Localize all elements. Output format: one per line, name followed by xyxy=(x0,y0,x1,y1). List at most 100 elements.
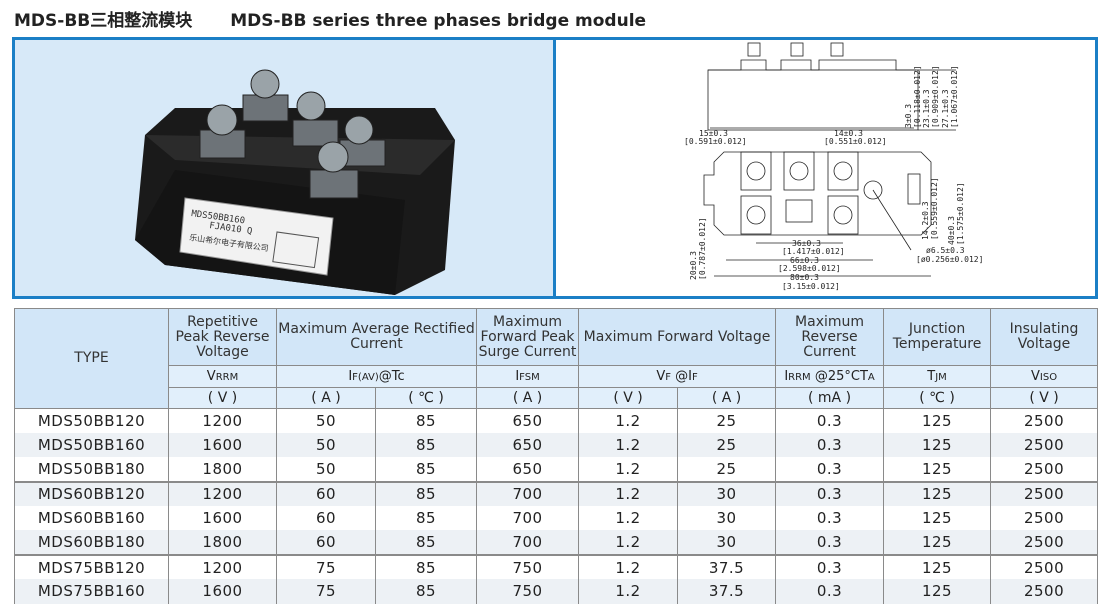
symbol-cell: IRRM @25°CTA xyxy=(775,365,885,388)
svg-text:[0.551±0.012]: [0.551±0.012] xyxy=(824,137,887,146)
svg-text:[3.15±0.012]: [3.15±0.012] xyxy=(782,282,840,291)
value-cell: 125 xyxy=(883,408,992,433)
table-row: MDS50BB180 1800 50 85 650 1.2 25 0.3 125 2500 xyxy=(14,457,1099,482)
svg-text:[0.591±0.012]: [0.591±0.012] xyxy=(684,137,747,146)
unit-cell: ( A ) xyxy=(476,387,580,409)
symbol-cell: VRRM xyxy=(168,365,277,388)
value-cell: 85 xyxy=(374,457,478,482)
page-title: MDS-BB三相整流模块 MDS-BB series three phases b… xyxy=(14,6,684,31)
value-cell: 0.3 xyxy=(775,553,885,580)
value-cell: 85 xyxy=(374,579,478,604)
svg-text:15±0.3: 15±0.3 xyxy=(699,129,728,138)
svg-text:[0.118±0.012]: [0.118±0.012] xyxy=(913,65,922,128)
svg-text:23.1±0.3: 23.1±0.3 xyxy=(922,89,931,128)
table-row: MDS60BB120 1200 60 85 700 1.2 30 0.3 125 2500 xyxy=(14,480,1099,507)
value-cell: 125 xyxy=(883,530,992,555)
value-cell: 1.2 xyxy=(578,530,679,555)
value-cell: 1800 xyxy=(168,457,277,482)
value-cell: 37.5 xyxy=(677,553,777,580)
header-vf: Maximum Forward Voltage xyxy=(578,308,777,366)
product-photo: MDS50BB160 FJA010 Q 乐山希尔电子有限公司 xyxy=(15,40,556,296)
value-cell: 1.2 xyxy=(578,506,679,531)
svg-text:3±0.3: 3±0.3 xyxy=(904,104,913,128)
value-cell: 125 xyxy=(883,506,992,531)
svg-text:[1.575±0.012]: [1.575±0.012] xyxy=(956,182,965,245)
unit-cell: ( ℃ ) xyxy=(883,387,992,409)
unit-cell: ( V ) xyxy=(990,387,1099,409)
value-cell: 1.2 xyxy=(578,457,679,482)
value-cell: 25 xyxy=(677,408,777,433)
unit-cell: ( A ) xyxy=(677,387,777,409)
value-cell: 1.2 xyxy=(578,408,679,433)
value-cell: 50 xyxy=(276,432,376,458)
value-cell: 85 xyxy=(374,553,478,580)
value-cell: 75 xyxy=(276,553,376,580)
svg-text:[1.067±0.012]: [1.067±0.012] xyxy=(950,65,959,128)
value-cell: 2500 xyxy=(990,480,1099,507)
svg-text:66±0.3: 66±0.3 xyxy=(790,256,819,265)
table-row: MDS75BB120 1200 75 85 750 1.2 37.5 0.3 125 2500 xyxy=(14,553,1099,580)
value-cell: 0.3 xyxy=(775,408,885,433)
header-irrm: Maximum Reverse Current xyxy=(775,308,885,366)
svg-text:[0.559±0.012]: [0.559±0.012] xyxy=(930,177,939,240)
value-cell: 0.3 xyxy=(775,530,885,555)
table-row: MDS75BB160 1600 75 85 750 1.2 37.5 0.3 125 2500 xyxy=(14,579,1099,604)
value-cell: 1200 xyxy=(168,408,277,433)
value-cell: 1.2 xyxy=(578,432,679,458)
value-cell: 1600 xyxy=(168,579,277,604)
header-ifsm: Maximum Forward Peak Surge Current xyxy=(476,308,580,366)
value-cell: 1200 xyxy=(168,553,277,580)
unit-cell: ( V ) xyxy=(168,387,277,409)
symbol-cell: IF(AV)@Tc xyxy=(275,365,478,388)
value-cell: 25 xyxy=(677,457,777,482)
type-cell: MDS60BB120 xyxy=(14,480,169,507)
table-row: MDS50BB160 1600 50 85 650 1.2 25 0.3 125 2500 xyxy=(14,432,1099,458)
svg-text:36±0.3: 36±0.3 xyxy=(792,239,821,248)
svg-text:[2.598±0.012]: [2.598±0.012] xyxy=(778,264,841,273)
value-cell: 37.5 xyxy=(677,579,777,604)
svg-text:[0.787±0.012]: [0.787±0.012] xyxy=(698,217,707,280)
table-row: MDS50BB120 1200 50 85 650 1.2 25 0.3 125 2500 xyxy=(14,408,1099,433)
header-tjm: Junction Temperature xyxy=(883,308,992,366)
value-cell: 750 xyxy=(476,579,580,604)
value-cell: 0.3 xyxy=(775,480,885,507)
value-cell: 2500 xyxy=(990,432,1099,458)
symbol-cell: TJM xyxy=(883,365,992,388)
type-cell: MDS50BB120 xyxy=(14,408,169,433)
svg-text:80±0.3: 80±0.3 xyxy=(790,273,819,282)
table-row: MDS60BB160 1600 60 85 700 1.2 30 0.3 125 2500 xyxy=(14,506,1099,531)
value-cell: 60 xyxy=(276,480,376,507)
svg-text:[ø0.256±0.012]: [ø0.256±0.012] xyxy=(916,255,983,264)
unit-cell: ( A ) xyxy=(276,387,376,409)
table-row: MDS60BB180 1800 60 85 700 1.2 30 0.3 125 2500 xyxy=(14,530,1099,555)
svg-text:[0.909±0.012]: [0.909±0.012] xyxy=(931,65,940,128)
value-cell: 1600 xyxy=(168,432,277,458)
value-cell: 2500 xyxy=(990,506,1099,531)
value-cell: 125 xyxy=(883,579,992,604)
value-cell: 50 xyxy=(276,408,376,433)
value-cell: 85 xyxy=(374,530,478,555)
value-cell: 650 xyxy=(476,408,580,433)
value-cell: 1600 xyxy=(168,506,277,531)
value-cell: 1.2 xyxy=(578,480,679,507)
symbol-cell: VF @IF xyxy=(578,365,777,388)
unit-cell: ( ℃ ) xyxy=(374,387,478,409)
value-cell: 2500 xyxy=(990,457,1099,482)
value-cell: 125 xyxy=(883,432,992,458)
value-cell: 60 xyxy=(276,506,376,531)
unit-cell: ( mA ) xyxy=(775,387,885,409)
header-viso: Insulating Voltage xyxy=(990,308,1099,366)
value-cell: 85 xyxy=(374,408,478,433)
title-cn: MDS-BB三相整流模块 xyxy=(14,11,193,31)
type-cell: MDS75BB160 xyxy=(14,579,169,604)
svg-text:[1.417±0.012]: [1.417±0.012] xyxy=(782,247,845,256)
value-cell: 1800 xyxy=(168,530,277,555)
unit-cell: ( V ) xyxy=(578,387,679,409)
value-cell: 700 xyxy=(476,530,580,555)
value-cell: 650 xyxy=(476,457,580,482)
value-cell: 2500 xyxy=(990,408,1099,433)
value-cell: 30 xyxy=(677,530,777,555)
value-cell: 125 xyxy=(883,480,992,507)
svg-text:14.2±0.3: 14.2±0.3 xyxy=(921,201,930,240)
value-cell: 25 xyxy=(677,432,777,458)
